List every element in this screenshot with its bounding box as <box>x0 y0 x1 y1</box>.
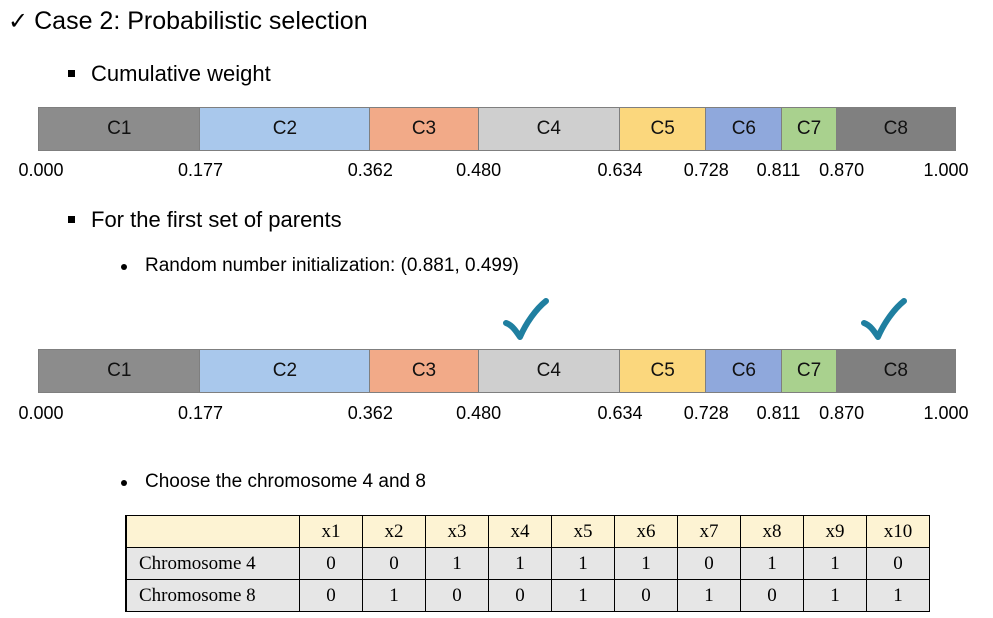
tick-label: 0.728 <box>683 160 729 180</box>
segment-c3: C3 <box>370 349 479 393</box>
tick-label: 1.000 <box>923 160 969 180</box>
tick-label: 0.634 <box>597 403 643 423</box>
column-header: x3 <box>425 515 489 548</box>
segment-c8: C8 <box>836 107 956 151</box>
checkmark-icon: ✓ <box>8 7 29 35</box>
tick-label: 0.811 <box>756 160 801 180</box>
check-stroke <box>502 298 549 340</box>
slide-title: ✓ Case 2: Probabilistic selection <box>8 7 368 36</box>
tick-label: 0.000 <box>18 403 64 423</box>
table-cell: 0 <box>488 579 552 612</box>
column-header: x8 <box>740 515 804 548</box>
table-cell: 1 <box>614 547 678 580</box>
segment-c2: C2 <box>200 107 371 151</box>
bullet-choose-chromosomes: Choose the chromosome 4 and 8 <box>121 471 426 492</box>
segment-c4: C4 <box>478 107 620 151</box>
segment-c6: C6 <box>706 107 783 151</box>
bullet-random-init: Random number initialization: (0.881, 0.… <box>121 255 519 276</box>
segment-c3: C3 <box>370 107 479 151</box>
table-header-row: x1 x2 x3 x4 x5 x6 x7 x8 x9 x10 <box>125 515 930 548</box>
table-corner-cell <box>125 515 300 548</box>
tick-label: 0.480 <box>456 160 502 180</box>
segment-c5: C5 <box>619 107 707 151</box>
tick-label: 0.362 <box>347 403 393 423</box>
cumulative-weight-bar: C1 C2 C3 C4 C5 C6 C7 C8 <box>38 107 956 151</box>
segment-c1: C1 <box>38 107 201 151</box>
table-cell: 1 <box>803 579 867 612</box>
segment-c4: C4 <box>478 349 620 393</box>
table-cell: 1 <box>803 547 867 580</box>
table-cell: 1 <box>677 579 741 612</box>
segment-c7: C7 <box>782 107 837 151</box>
tick-label: 0.811 <box>756 403 801 423</box>
bullet-first-set-parents: For the first set of parents <box>68 207 342 232</box>
tick-label: 0.480 <box>456 403 502 423</box>
table-cell: 1 <box>551 579 615 612</box>
chromosome-table: x1 x2 x3 x4 x5 x6 x7 x8 x9 x10 Chromosom… <box>125 515 930 612</box>
table-cell: 0 <box>740 579 804 612</box>
table-cell: 0 <box>362 547 426 580</box>
tick-label: 0.870 <box>819 403 865 423</box>
column-header: x5 <box>551 515 615 548</box>
tick-label: 0.728 <box>683 403 729 423</box>
segment-c8: C8 <box>836 349 956 393</box>
table-cell: 1 <box>740 547 804 580</box>
table-cell: 0 <box>425 579 489 612</box>
slide-title-text: Case 2: Probabilistic selection <box>34 7 368 35</box>
segment-c1: C1 <box>38 349 201 393</box>
table-row: Chromosome 4 0 0 1 1 1 1 0 1 1 0 <box>125 547 930 580</box>
segment-c5: C5 <box>619 349 707 393</box>
selection-check-icon <box>502 298 549 340</box>
check-stroke <box>860 298 907 340</box>
column-header: x9 <box>803 515 867 548</box>
table-cell: 1 <box>866 579 930 612</box>
column-header: x4 <box>488 515 552 548</box>
column-header: x2 <box>362 515 426 548</box>
table-cell: 0 <box>614 579 678 612</box>
column-header: x1 <box>299 515 363 548</box>
tick-label: 0.362 <box>347 160 393 180</box>
column-header: x6 <box>614 515 678 548</box>
table-cell: 1 <box>488 547 552 580</box>
table-cell: 1 <box>425 547 489 580</box>
bullet-cumulative-weight: Cumulative weight <box>68 61 271 86</box>
table-cell: 0 <box>299 579 363 612</box>
segment-c6: C6 <box>706 349 783 393</box>
table-cell: 0 <box>677 547 741 580</box>
tick-label: 0.177 <box>177 160 224 180</box>
segment-c7: C7 <box>782 349 837 393</box>
table-cell: 1 <box>551 547 615 580</box>
row-label: Chromosome 8 <box>125 579 300 612</box>
segment-c2: C2 <box>200 349 371 393</box>
tick-label: 1.000 <box>923 403 969 423</box>
tick-label: 0.177 <box>177 403 224 423</box>
selection-bar: C1 C2 C3 C4 C5 C6 C7 C8 <box>38 349 956 393</box>
table-cell: 0 <box>299 547 363 580</box>
tick-label: 0.634 <box>597 160 643 180</box>
table-cell: 1 <box>362 579 426 612</box>
tick-label: 0.870 <box>819 160 865 180</box>
column-header: x10 <box>866 515 930 548</box>
column-header: x7 <box>677 515 741 548</box>
table-cell: 0 <box>866 547 930 580</box>
row-label: Chromosome 4 <box>125 547 300 580</box>
tick-label: 0.000 <box>18 160 64 180</box>
selection-check-icon <box>860 298 907 340</box>
table-row: Chromosome 8 0 1 0 0 1 0 1 0 1 1 <box>125 579 930 612</box>
